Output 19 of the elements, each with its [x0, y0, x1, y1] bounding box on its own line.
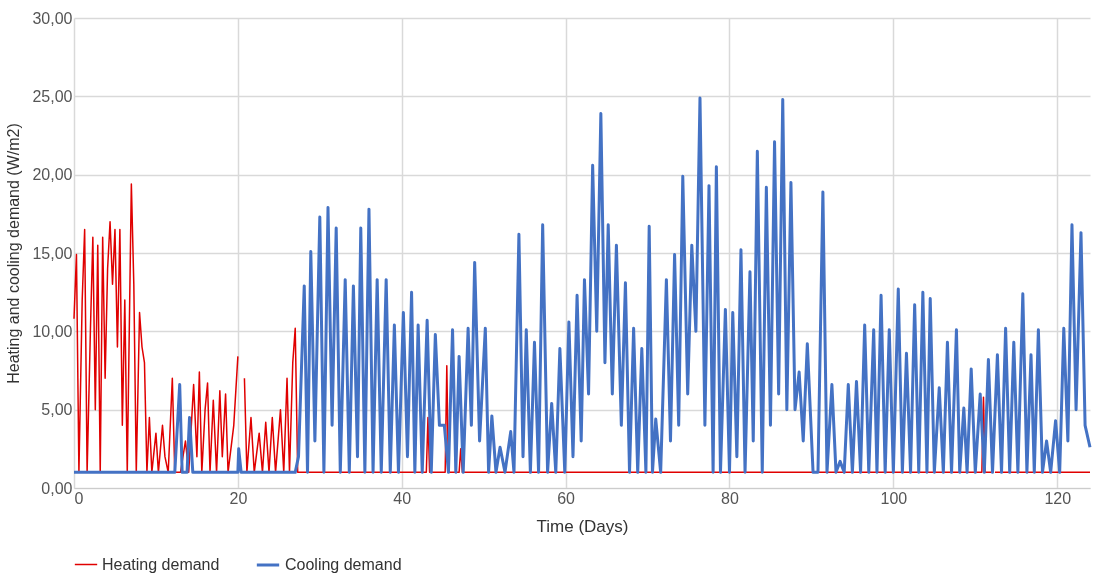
x-axis-title: Time (Days) [536, 516, 629, 536]
x-tick-label: 60 [557, 489, 576, 507]
y-tick-label: 5,00 [41, 401, 73, 419]
x-tick-label: 20 [229, 489, 248, 507]
x-tick-label: 80 [721, 489, 739, 507]
x-tick-label: 0 [74, 489, 84, 507]
y-tick-label: 20,00 [32, 166, 73, 184]
x-tick-label: 100 [880, 489, 908, 507]
legend-label: Cooling demand [285, 556, 402, 573]
y-axis-title: Heating and cooling demand (W/m2) [5, 123, 23, 384]
y-tick-label: 15,00 [32, 244, 73, 262]
line-series [72, 96, 1092, 474]
y-tick-label: 30,00 [32, 9, 73, 27]
legend-label: Heating demand [102, 555, 220, 573]
y-tick-label: 0,00 [41, 479, 73, 497]
y-tick-label: 25,00 [32, 87, 73, 105]
x-tick-label: 40 [393, 489, 412, 507]
x-tick-label: 120 [1044, 489, 1072, 507]
y-tick-label: 10,00 [32, 322, 73, 340]
